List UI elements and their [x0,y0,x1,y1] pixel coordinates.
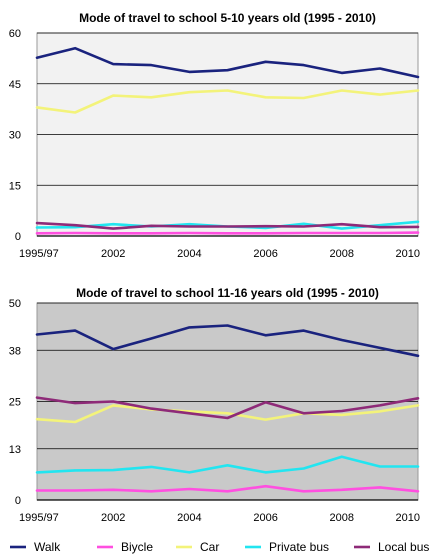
legend-label: Walk [34,540,61,554]
y-tick-label: 50 [9,298,21,310]
legend-label: Car [200,540,219,554]
y-tick-label: 38 [9,345,21,357]
series-line-biycle [35,231,420,235]
chart-bottom: Mode of travel to school 11-16 years old… [9,286,420,524]
series-line-walk [35,46,420,79]
x-tick-label: 2010 [396,512,420,524]
x-tick-label: 2006 [253,512,277,524]
legend: Walk Biycle Car Private bus Local bus [10,540,429,554]
legend-label: Local bus [378,540,429,554]
series-line-biycle [35,484,420,493]
series-line-car [35,404,420,424]
y-tick-label: 0 [15,231,21,243]
series-line-walk [35,324,420,358]
y-tick-label: 15 [9,180,21,192]
legend-label: Private bus [269,540,329,554]
x-tick-label: 2002 [101,512,125,524]
chart-top: Mode of travel to school 5-10 years old … [9,11,420,260]
x-tick-label: 2010 [396,248,420,260]
x-tick-label: 2008 [330,512,354,524]
series-line-local-bus [35,396,420,420]
y-tick-label: 25 [9,397,21,409]
series-line-car [35,89,420,114]
x-tick-label: 2008 [330,248,354,260]
x-tick-label: 2004 [177,248,201,260]
x-tick-label: 2002 [101,248,125,260]
y-tick-label: 0 [15,495,21,507]
legend-label: Biycle [121,540,153,554]
y-tick-label: 13 [9,444,21,456]
y-tick-label: 45 [9,79,21,91]
chart-title: Mode of travel to school 11-16 years old… [76,286,379,300]
series-line-private-bus [35,455,420,474]
x-tick-label: 1995/97 [19,248,59,260]
series-line-local-bus [35,221,420,230]
x-tick-label: 2004 [177,512,201,524]
x-tick-label: 1995/97 [19,512,59,524]
y-tick-label: 30 [9,130,21,142]
chart-title: Mode of travel to school 5-10 years old … [79,11,376,25]
x-tick-label: 2006 [253,248,277,260]
y-tick-label: 60 [9,28,21,40]
